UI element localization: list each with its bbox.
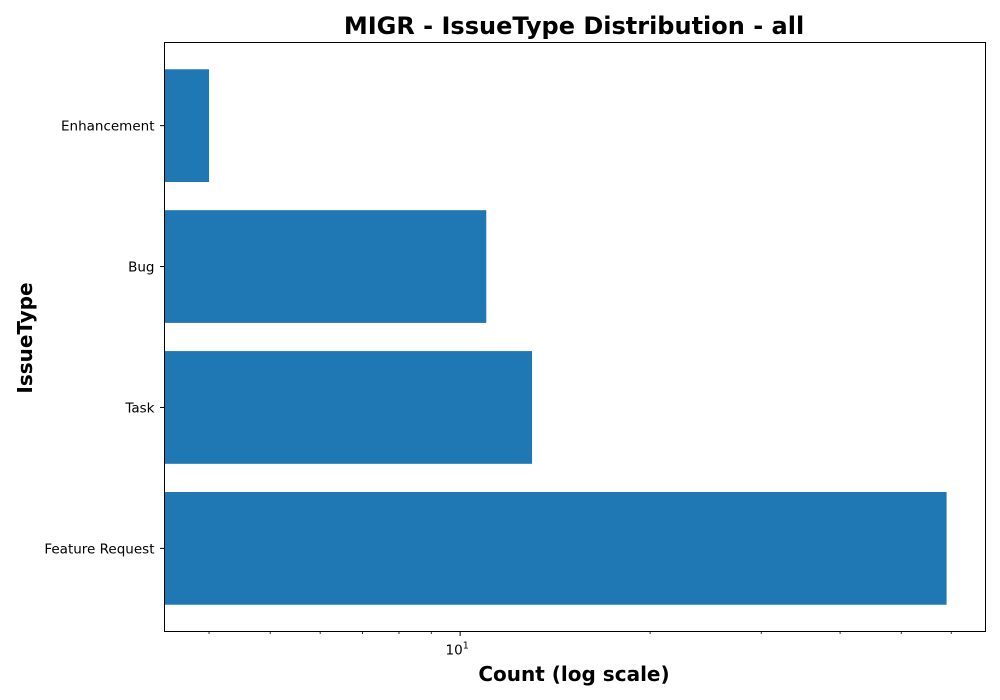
y-tick-label: Feature Request: [44, 541, 154, 557]
bars-group: [164, 69, 947, 605]
x-tick-label: 101: [446, 641, 469, 659]
x-axis-label: Count (log scale): [478, 662, 669, 686]
y-axis-label: IssueType: [13, 282, 37, 393]
bar-bug: [164, 210, 487, 323]
y-ticks-group: Enhancement Bug Task Feature Request: [44, 119, 165, 557]
x-tick-label-exponent: 1: [463, 641, 469, 652]
bar-task: [164, 351, 533, 464]
y-tick-label: Enhancement: [61, 119, 155, 135]
bar-enhancement: [164, 69, 210, 182]
plot-frame: [164, 42, 986, 632]
bar-feature-request: [164, 492, 947, 605]
y-tick-label: Task: [124, 400, 154, 416]
y-tick-label: Bug: [128, 260, 154, 276]
x-tick-label-base: 10: [446, 643, 463, 659]
chart-title: MIGR - IssueType Distribution - all: [344, 12, 804, 40]
